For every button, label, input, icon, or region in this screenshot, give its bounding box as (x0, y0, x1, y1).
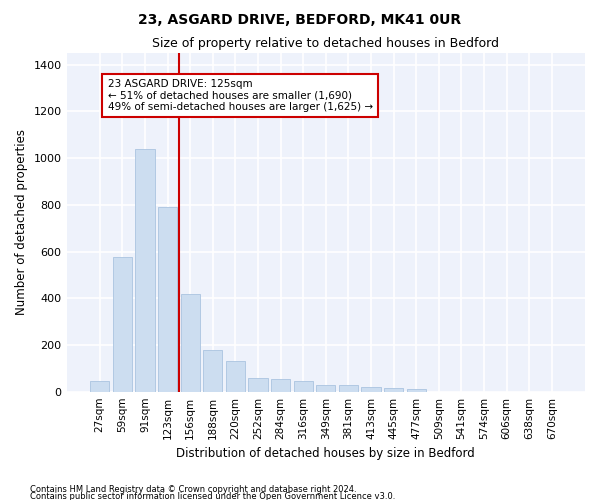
Bar (271, 379, 290, 392)
Bar (293, 381, 313, 392)
Bar (113, 258, 132, 392)
Bar (90, 381, 109, 392)
Text: Contains public sector information licensed under the Open Government Licence v3: Contains public sector information licen… (30, 492, 395, 500)
Bar (226, 362, 245, 392)
Bar (248, 378, 268, 392)
Bar (361, 387, 380, 392)
Text: 23, ASGARD DRIVE, BEDFORD, MK41 0UR: 23, ASGARD DRIVE, BEDFORD, MK41 0UR (139, 12, 461, 26)
Y-axis label: Number of detached properties: Number of detached properties (15, 130, 28, 316)
Bar (384, 388, 403, 392)
Bar (316, 384, 335, 392)
Bar (407, 390, 426, 392)
Text: Contains HM Land Registry data © Crown copyright and database right 2024.: Contains HM Land Registry data © Crown c… (30, 486, 356, 494)
Title: Size of property relative to detached houses in Bedford: Size of property relative to detached ho… (152, 38, 499, 51)
Bar (136, 149, 155, 392)
Bar (181, 294, 200, 392)
Text: 23 ASGARD DRIVE: 125sqm
← 51% of detached houses are smaller (1,690)
49% of semi: 23 ASGARD DRIVE: 125sqm ← 51% of detache… (107, 78, 373, 112)
X-axis label: Distribution of detached houses by size in Bedford: Distribution of detached houses by size … (176, 447, 475, 460)
Bar (158, 207, 177, 392)
Bar (203, 350, 223, 392)
Bar (339, 384, 358, 392)
